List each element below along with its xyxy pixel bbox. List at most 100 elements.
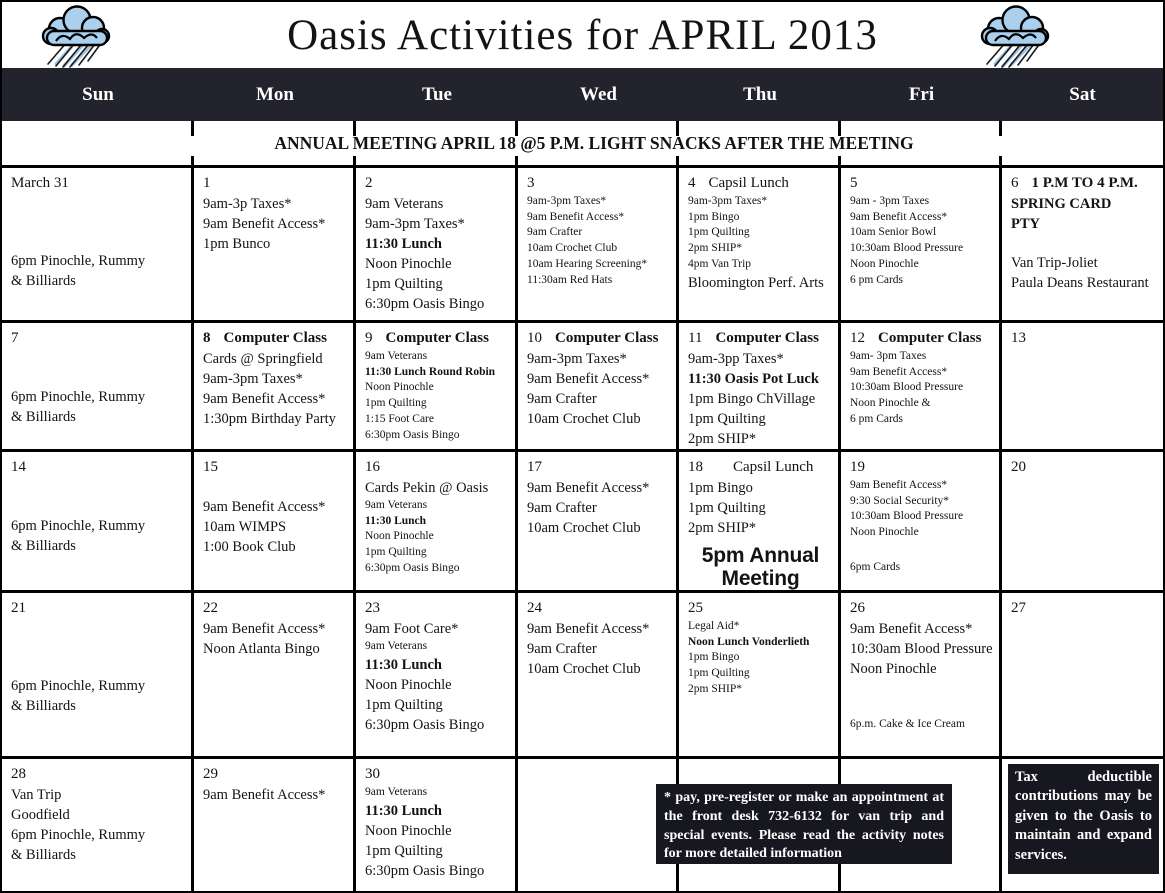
date-number: 18 xyxy=(688,459,703,475)
event-line: 6:30pm Oasis Bingo xyxy=(365,716,485,733)
day-cell-1: 1 9am-3p Taxes* 9am Benefit Access* 1pm Bun… xyxy=(194,168,356,320)
date-number: 8 xyxy=(203,330,211,346)
event-line: 9am Benefit Access* xyxy=(527,620,650,637)
event-line: 6pm Pinochle, Rummy xyxy=(11,517,146,534)
event-line: & Billiards xyxy=(11,537,76,554)
date-number: 27 xyxy=(1011,600,1026,616)
event-line: 9am-3p Taxes* xyxy=(203,195,292,212)
event-line: 6:30pm Oasis Bingo xyxy=(365,562,460,575)
event-line: 11:30 Lunch xyxy=(365,514,427,527)
day-cell-10: 10 Computer Class 9am-3pm Taxes* 9am Benefi… xyxy=(518,323,679,449)
day-cell-21: 21 6pm Pinochle, Rummy & Billiards xyxy=(2,593,194,756)
event-line: 1pm Bingo ChVillage xyxy=(688,390,816,407)
date-line: 2 xyxy=(365,173,510,194)
date-line: 1 xyxy=(203,173,348,194)
date-number: 22 xyxy=(203,600,218,616)
column-divider-tick xyxy=(838,156,841,165)
date-line: 30 xyxy=(365,764,510,785)
event-line: 10:30am Blood Pressure xyxy=(850,640,993,657)
event-line: Noon Pinochle xyxy=(850,660,937,677)
event-line: 9am Veterans xyxy=(365,639,428,652)
column-divider-tick xyxy=(191,156,194,165)
day-header-sun: Sun xyxy=(82,83,114,105)
event-line: 9am Benefit Access* xyxy=(527,479,650,496)
event-line: Noon Pinochle xyxy=(850,526,919,539)
day-cell-empty: Tax deductible contributions may be give… xyxy=(1002,759,1163,891)
date-line: 25 xyxy=(688,598,833,619)
day-cell-11: 11 Computer Class 9am-3pp Taxes* 11:30 Oasi… xyxy=(679,323,841,449)
event-line: 1pm Quilting xyxy=(365,696,443,713)
week-row: 7 6pm Pinochle, Rummy & Billiards 8 Computer… xyxy=(2,323,1163,452)
day-cell-2: 2 9am Veterans 9am-3pm Taxes* 11:30 Lunch No… xyxy=(356,168,518,320)
event-line: 9am Benefit Access* xyxy=(203,786,326,803)
event-line: Noon Pinochle xyxy=(365,676,452,693)
week-row: 14 6pm Pinochle, Rummy & Billiards 15 9am Be… xyxy=(2,452,1163,593)
date-number: 14 xyxy=(11,459,26,475)
event-line: 11:30 Lunch Round Robin xyxy=(365,365,496,378)
event-line: Noon Pinochle xyxy=(365,530,434,543)
event-line xyxy=(11,497,186,516)
tax-deductible-note-box: Tax deductible contributions may be give… xyxy=(1008,764,1159,874)
annual-meeting-highlight: 5pm Annual Meeting xyxy=(701,543,820,590)
event-line: 6p.m. Cake & Ice Cream xyxy=(850,717,965,730)
event-line: 9am Foot Care* xyxy=(365,620,459,637)
column-divider-tick xyxy=(999,156,1002,165)
event-line: Noon Pinochle xyxy=(365,822,452,839)
date-line: 6 1 P.M TO 4 P.M. xyxy=(1011,173,1158,194)
event-line: Paula Deans Restaurant xyxy=(1011,274,1149,291)
event-line xyxy=(11,478,186,497)
event-line: Noon Atlanta Bingo xyxy=(203,640,320,657)
date-line: 13 xyxy=(1011,328,1158,349)
event-line xyxy=(1011,234,1158,253)
event-line: 9am - 3pm Taxes xyxy=(850,194,930,207)
date-line: 19 xyxy=(850,457,994,478)
date-number: 10 xyxy=(527,330,542,346)
event-line: 11:30 Lunch xyxy=(365,656,442,673)
date-number: 16 xyxy=(365,459,380,475)
date-line: 5 xyxy=(850,173,994,194)
event-line: 9am-3pm Taxes* xyxy=(527,194,607,207)
event-line: 6pm Pinochle, Rummy xyxy=(11,252,146,269)
date-note: Computer Class xyxy=(715,330,819,346)
date-line: 20 xyxy=(1011,457,1158,478)
date-number: 21 xyxy=(11,600,26,616)
event-line: 10am WIMPS xyxy=(203,518,287,535)
event-line: 11:30 Lunch xyxy=(365,235,442,252)
event-line: 9am Benefit Access* xyxy=(850,620,973,637)
column-divider-tick xyxy=(353,121,356,136)
column-divider-tick xyxy=(191,121,194,136)
event-line: 9am-3pm Taxes* xyxy=(365,215,465,232)
event-line: Legal Aid* xyxy=(688,619,740,632)
date-line: 27 xyxy=(1011,598,1158,619)
event-line xyxy=(11,657,186,676)
day-header-fri: Fri xyxy=(908,83,935,105)
date-number: 17 xyxy=(527,459,542,475)
date-number: 3 xyxy=(527,175,535,191)
event-line: 9am-3pm Taxes* xyxy=(688,194,768,207)
date-note: Capsil Lunch xyxy=(733,459,814,475)
event-line: 9am Benefit Access* xyxy=(850,210,948,223)
date-line: 24 xyxy=(527,598,671,619)
date-line: 7 xyxy=(11,328,186,349)
date-line: 29 xyxy=(203,764,348,785)
date-number: March 31 xyxy=(11,175,69,191)
event-line: 10:30am Blood Pressure xyxy=(850,510,964,523)
week-row: March 31 6pm Pinochle, Rummy & Billiards 1 9… xyxy=(2,168,1163,323)
event-line: 9am Benefit Access* xyxy=(203,215,326,232)
event-line: 10am Crochet Club xyxy=(527,660,641,677)
day-cell-12: 12 Computer Class 9am- 3pm Taxes 9am Benefi… xyxy=(841,323,1002,449)
event-line: 9am Benefit Access* xyxy=(203,620,326,637)
date-line: 9 Computer Class xyxy=(365,328,510,349)
date-line: 18 Capsil Lunch xyxy=(688,457,833,478)
event-line: 2pm SHIP* xyxy=(688,430,757,447)
event-line: 1pm Quilting xyxy=(688,499,766,516)
day-header-tue: Tue xyxy=(422,83,452,105)
day-cell-5: 5 9am - 3pm Taxes 9am Benefit Access* 10am … xyxy=(841,168,1002,320)
event-line xyxy=(11,349,186,368)
event-line xyxy=(11,368,186,387)
date-line: 21 xyxy=(11,598,186,619)
event-line: 9am Benefit Access* xyxy=(850,365,948,378)
event-line: 6pm Pinochle, Rummy xyxy=(11,388,146,405)
date-line: 4 Capsil Lunch xyxy=(688,173,833,194)
event-line: 9am- 3pm Taxes xyxy=(850,349,927,362)
